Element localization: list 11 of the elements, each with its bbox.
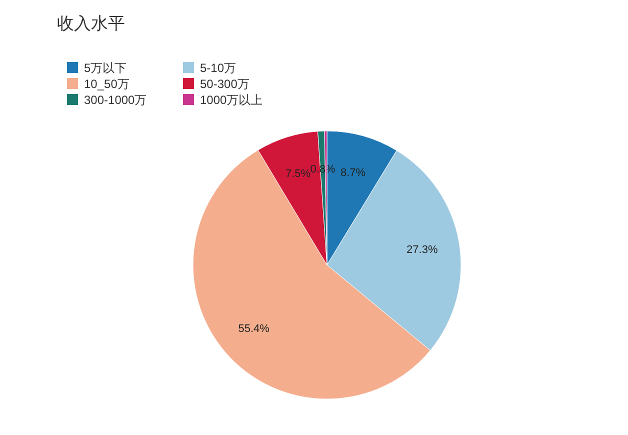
legend-label: 5-10万 bbox=[200, 61, 236, 75]
data-label: 8.7% bbox=[340, 167, 366, 180]
data-label: 7.5% bbox=[286, 168, 311, 180]
legend-label: 10_50万 bbox=[84, 77, 130, 91]
legend-label: 300-1000万 bbox=[84, 93, 147, 107]
legend-label: 1000万以上 bbox=[200, 93, 263, 107]
legend-label: 50-300万 bbox=[200, 77, 250, 91]
legend-label: 5万以下 bbox=[84, 61, 127, 75]
data-label: 27.3% bbox=[406, 244, 438, 256]
data-label: 55.4% bbox=[238, 322, 270, 335]
chart-title: 收入水平 bbox=[57, 14, 125, 33]
